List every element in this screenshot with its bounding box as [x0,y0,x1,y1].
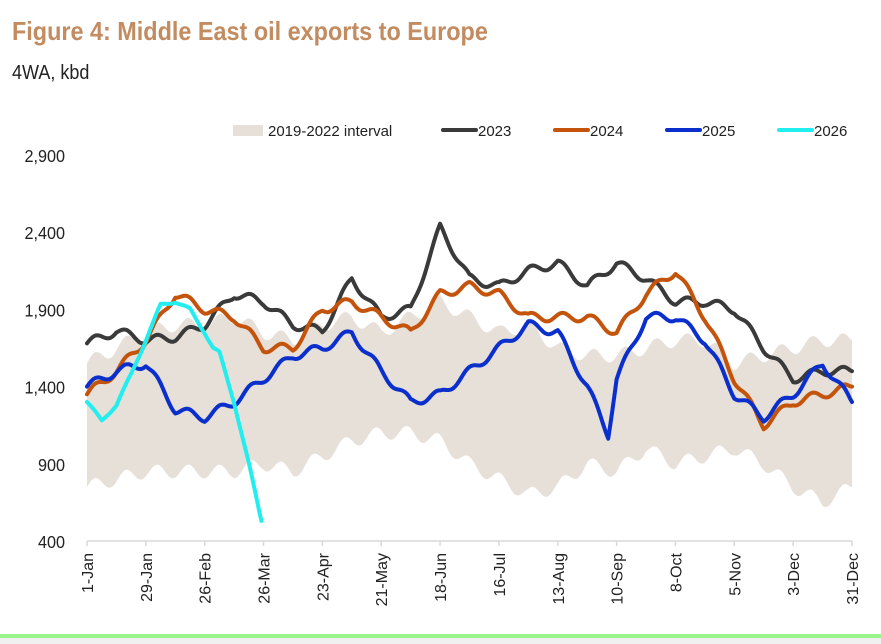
bottom-strip [0,638,881,644]
y-tick-label: 2,400 [24,223,65,243]
series-line-2025 [85,310,854,441]
y-tick-label: 1,400 [24,378,65,398]
axes: 400 900 1,400 1,900 2,400 2,900 1-Jan 29-Jan 26-… [24,146,862,606]
x-tick-label: 31-Dec [845,553,862,605]
x-tick-label: 3-Dec [786,553,803,596]
x-tick-label: 26-Mar [257,552,274,603]
x-tick-label: 13-Aug [551,553,568,605]
chart-subtitle: 4WA, kbd [12,62,90,84]
y-tick-label: 900 [38,455,65,475]
y-tick-label: 1,900 [24,301,65,321]
x-tick-label: 1-Jan [80,553,97,593]
series-line-2023 [85,221,854,385]
series-line-2026 [85,300,264,523]
legend-label-band: 2019-2022 interval [268,123,392,140]
legend-label-2023: 2023 [478,123,511,140]
bottom-bar [0,634,881,638]
chart-title: Figure 4: Middle East oil exports to Eur… [12,16,488,46]
legend-label-2024: 2024 [590,123,623,140]
x-tick-label: 26-Feb [198,553,215,604]
legend-label-2025: 2025 [702,123,735,140]
legend-label-2026: 2026 [814,123,847,140]
x-tick-label: 23-Apr [315,552,332,601]
y-tick-label: 400 [38,532,65,552]
x-tick-label: 16-Jul [492,553,509,597]
series-line-2024 [85,272,854,432]
legend: 2019-2022 interval 2023 2024 2025 2026 [233,123,847,140]
y-tick-label: 2,900 [24,146,65,166]
legend-swatch-band [233,125,263,136]
x-tick-label: 5-Nov [727,553,744,596]
x-tick-label: 29-Jan [139,553,156,602]
x-tick-label: 18-Jun [433,553,450,602]
band-layer [87,295,852,507]
band-area [87,295,852,507]
x-tick-label: 21-May [374,553,391,606]
x-tick-label: 10-Sep [610,553,627,605]
series-layer [85,221,854,523]
x-tick-label: 8-Oct [668,552,685,592]
